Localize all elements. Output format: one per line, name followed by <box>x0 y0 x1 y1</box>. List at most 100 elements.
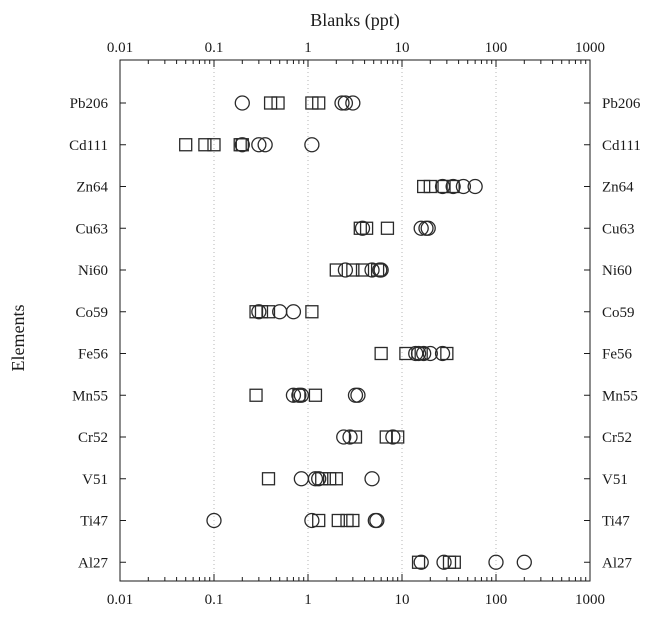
circle-marker <box>285 304 302 320</box>
square-marker <box>440 346 454 361</box>
square-marker <box>271 96 285 110</box>
circle-marker <box>251 137 267 153</box>
category-label-left: Zn64 <box>76 180 108 196</box>
circle-marker <box>206 512 222 529</box>
circle-marker <box>336 429 352 445</box>
x-tick-label-bottom: 0.01 <box>107 592 133 608</box>
x-tick-label-bottom: 1000 <box>575 592 605 608</box>
category-label-left: Al27 <box>78 555 109 571</box>
x-tick-label-top: 1 <box>304 40 312 56</box>
square-marker <box>198 138 212 152</box>
square-marker <box>348 430 363 444</box>
grid-lines <box>213 60 497 581</box>
category-label-right: Ni60 <box>602 263 632 279</box>
category-label-left: Co59 <box>75 305 108 321</box>
square-marker <box>305 96 319 110</box>
circle-marker <box>350 387 366 403</box>
circle-marker <box>293 387 310 403</box>
square-marker <box>423 179 437 194</box>
square-marker <box>346 513 360 528</box>
circle-marker <box>304 137 320 153</box>
square-marker <box>380 221 395 235</box>
x-axis-title-top: Blanks (ppt) <box>310 10 400 31</box>
x-tick-label-top: 10 <box>395 40 410 56</box>
category-label-left: Cd111 <box>69 138 108 154</box>
circle-marker <box>434 345 451 362</box>
circle-marker <box>445 178 461 195</box>
x-tick-label-top: 0.1 <box>205 40 224 56</box>
category-label-right: V51 <box>602 472 628 488</box>
square-marker <box>312 96 326 110</box>
circle-marker <box>234 137 250 153</box>
square-marker <box>447 555 461 569</box>
category-label-left: Cr52 <box>78 430 108 446</box>
axes <box>119 60 591 581</box>
category-label-left: V51 <box>82 472 108 488</box>
labels: 0.01 0.01 0.1 0.1 1 1 10 10 100 100 1000 1000 Pb206 P… <box>69 40 641 608</box>
circle-marker <box>354 220 371 236</box>
category-label-right: Ti47 <box>602 514 630 530</box>
category-label-left: Pb206 <box>70 96 109 112</box>
circle-marker <box>413 220 429 236</box>
circle-marker <box>420 220 436 236</box>
square-marker <box>261 472 276 486</box>
plot-frame <box>119 59 591 582</box>
square-marker <box>391 430 405 444</box>
circle-marker <box>257 137 273 153</box>
square-marker <box>355 263 370 277</box>
square-marker <box>346 263 360 277</box>
circle-marker <box>337 262 354 278</box>
category-label-right: Fe56 <box>602 347 633 363</box>
circle-marker <box>455 178 472 195</box>
square-marker <box>249 388 263 402</box>
category-label-right: Cr52 <box>602 430 632 446</box>
square-marker <box>263 96 278 110</box>
circle-marker <box>251 304 267 320</box>
square-marker <box>312 513 326 528</box>
category-label-right: Co59 <box>602 305 635 321</box>
square-marker <box>446 179 460 194</box>
circle-marker <box>342 429 358 445</box>
x-tick-label-bottom: 0.1 <box>205 592 224 608</box>
square-marker <box>331 513 345 528</box>
x-tick-label-bottom: 10 <box>395 592 410 608</box>
category-label-left: Ni60 <box>78 263 108 279</box>
square-marker <box>261 305 276 319</box>
category-label-right: Pb206 <box>602 96 641 112</box>
circle-marker <box>234 95 250 111</box>
square-marker <box>305 305 319 319</box>
circle-marker <box>434 178 451 195</box>
circle-marker <box>311 471 327 487</box>
circle-marker <box>304 512 320 529</box>
circle-marker <box>334 95 350 111</box>
circle-marker <box>422 345 438 362</box>
circle-marker <box>345 95 361 111</box>
square-marker <box>235 138 249 152</box>
circle-marker <box>372 262 388 278</box>
category-label-right: Al27 <box>602 555 633 571</box>
category-label-right: Cu63 <box>602 221 635 237</box>
square-marker <box>329 472 343 486</box>
circle-marker <box>369 512 385 529</box>
circle-marker <box>285 387 302 403</box>
square-marker <box>329 263 343 277</box>
data-marks <box>179 95 532 570</box>
square-marker <box>308 388 323 402</box>
circle-marker <box>467 178 483 195</box>
circle-marker <box>307 471 324 487</box>
circle-marker <box>293 471 310 487</box>
circle-marker <box>373 262 389 278</box>
circle-marker <box>410 345 427 362</box>
circle-marker <box>488 554 504 570</box>
category-label-left: Fe56 <box>78 347 109 363</box>
x-tick-label-top: 0.01 <box>107 40 133 56</box>
circle-marker <box>413 554 429 570</box>
category-label-right: Cd111 <box>602 138 641 154</box>
x-tick-label-top: 1000 <box>575 40 605 56</box>
category-label-right: Zn64 <box>602 180 634 196</box>
category-label-left: Cu63 <box>75 221 108 237</box>
category-label-left: Ti47 <box>80 514 108 530</box>
circle-marker <box>364 262 380 278</box>
circle-marker <box>436 554 452 570</box>
